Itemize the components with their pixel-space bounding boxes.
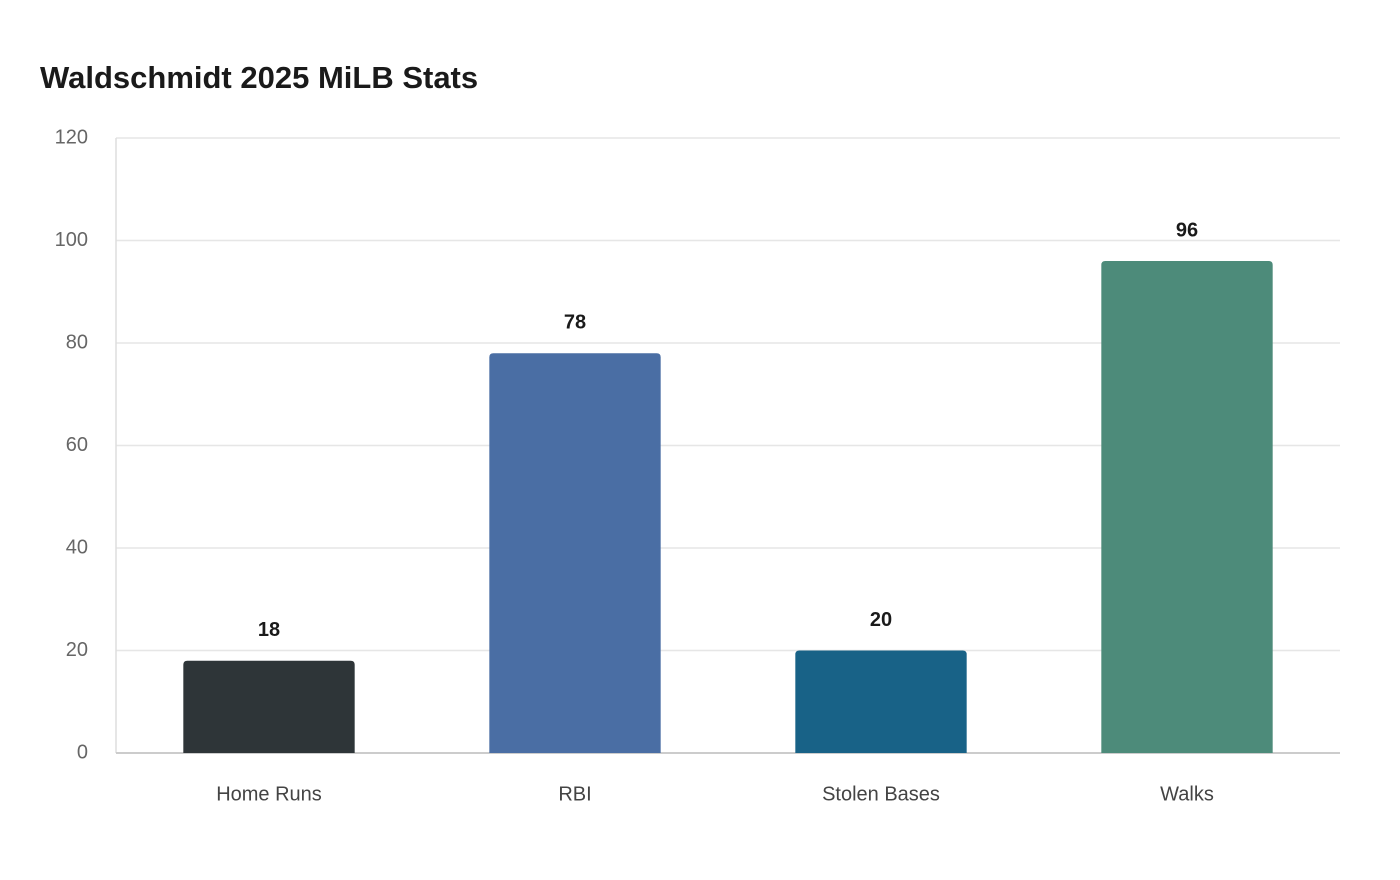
y-tick-label: 100 bbox=[55, 229, 88, 251]
x-tick-label: Walks bbox=[1160, 783, 1214, 805]
y-tick-label: 20 bbox=[66, 639, 88, 661]
value-label: 18 bbox=[258, 619, 280, 641]
bar bbox=[795, 650, 967, 753]
x-tick-label: RBI bbox=[558, 783, 591, 805]
value-label: 78 bbox=[564, 312, 586, 334]
y-tick-label: 80 bbox=[66, 331, 88, 353]
y-tick-label: 120 bbox=[55, 126, 88, 148]
bar bbox=[183, 660, 355, 753]
y-tick-label: 60 bbox=[66, 434, 88, 456]
y-tick-label: 40 bbox=[66, 536, 88, 558]
chart-title: Waldschmidt 2025 MiLB Stats bbox=[40, 60, 478, 95]
y-tick-label: 0 bbox=[77, 741, 88, 763]
bar bbox=[1101, 261, 1273, 753]
value-label: 96 bbox=[1176, 219, 1198, 241]
x-tick-label: Home Runs bbox=[216, 783, 322, 805]
value-label: 20 bbox=[870, 609, 892, 631]
bar bbox=[489, 353, 661, 753]
x-tick-label: Stolen Bases bbox=[822, 783, 940, 805]
